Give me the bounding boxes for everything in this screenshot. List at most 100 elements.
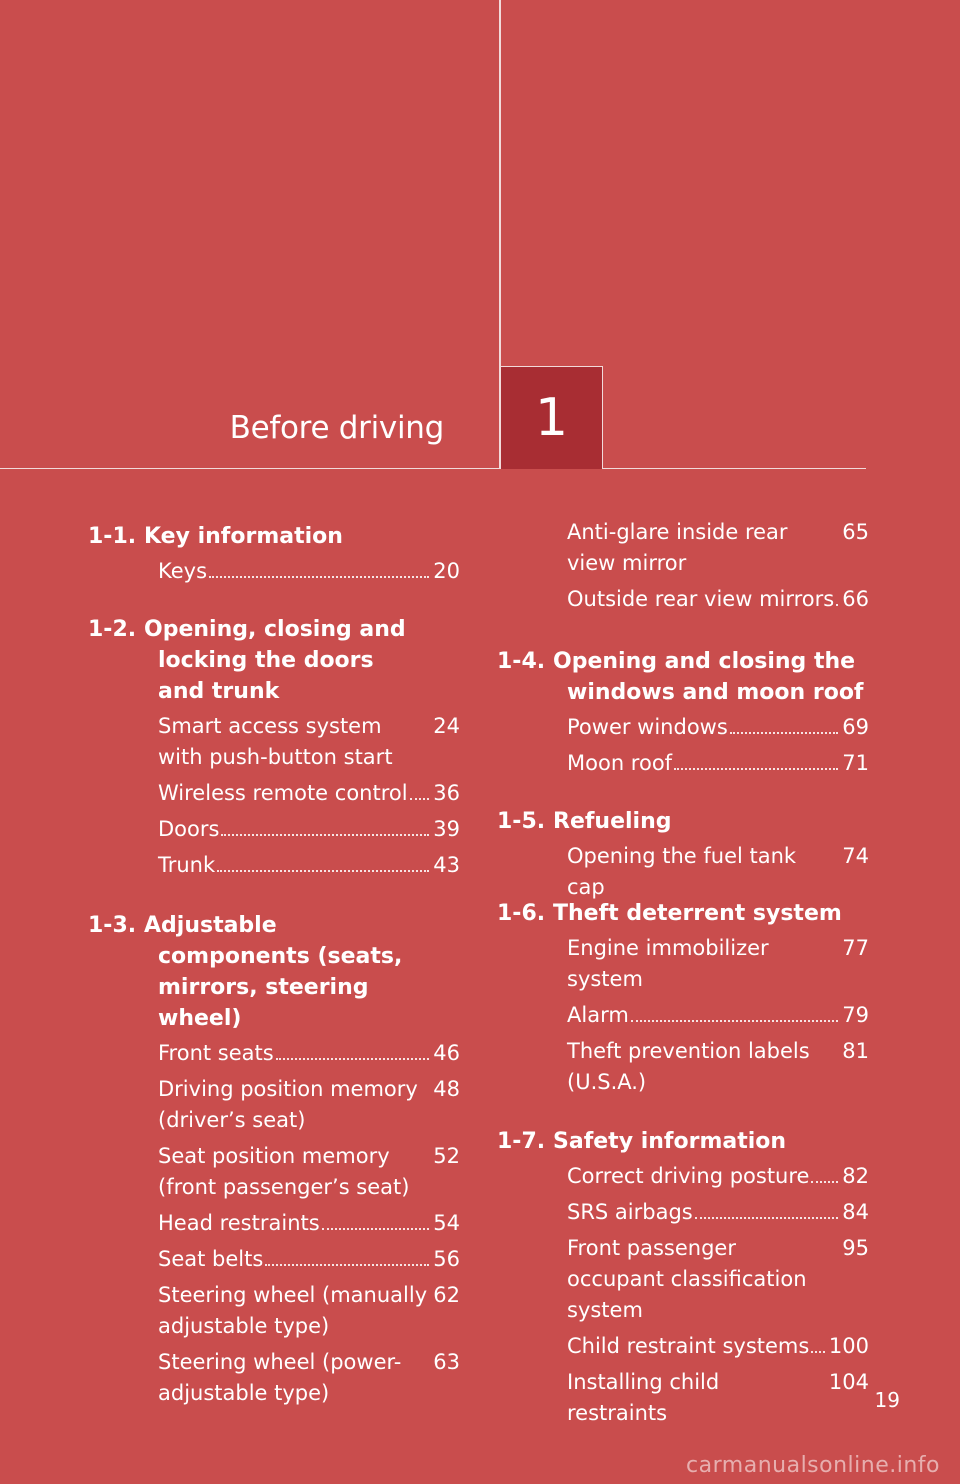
dot-leader <box>321 1228 430 1230</box>
toc-section-1-4: 1-4. Opening and closing the windows and… <box>497 646 869 779</box>
toc-entry[interactable]: Trunk 43 <box>144 850 460 881</box>
entry-page: 24 <box>433 714 460 738</box>
toc-entry[interactable]: Theft prevention labels (U.S.A.) 81 <box>553 1036 869 1098</box>
entry-text: Installing child restraints <box>567 1370 720 1425</box>
toc-entry[interactable]: Front seats 46 <box>144 1038 460 1069</box>
entry-page: 82 <box>842 1164 869 1188</box>
entry-text: Alarm <box>567 1003 629 1027</box>
section-title: Safety information <box>553 1129 787 1154</box>
toc-entry[interactable]: Outside rear view mirrors 66 <box>553 584 869 615</box>
dot-leader <box>265 1264 430 1266</box>
entry-text: Steering wheel (manually adjustable type… <box>158 1283 428 1338</box>
toc-entry[interactable]: Head restraints 54 <box>144 1208 460 1239</box>
section-title: Adjustable components (seats, mirrors, s… <box>144 913 403 1031</box>
dot-leader <box>811 1181 839 1183</box>
section-number: 1-5. <box>497 809 546 834</box>
section-heading: 1-1. Key information <box>88 521 460 552</box>
toc-entry[interactable]: Doors 39 <box>144 814 460 845</box>
entry-page: 65 <box>842 520 869 544</box>
entry-page: 52 <box>433 1144 460 1168</box>
toc-entry[interactable]: Correct driving posture 82 <box>553 1161 869 1192</box>
entry-text: Theft prevention labels (U.S.A.) <box>567 1039 810 1094</box>
toc-entry[interactable]: Alarm 79 <box>553 1000 869 1031</box>
entry-text: Child restraint systems <box>567 1334 810 1358</box>
section-title: Refueling <box>553 809 672 834</box>
dot-leader <box>674 768 839 770</box>
entry-text: Seat position memory (front passenger’s … <box>158 1144 410 1199</box>
section-number: 1-1. <box>88 524 137 549</box>
dot-leader <box>409 798 430 800</box>
toc-entry[interactable]: Front passenger occupant classification … <box>553 1233 869 1326</box>
entry-page: 56 <box>433 1247 460 1271</box>
section-title: Opening, closing and locking the doors a… <box>144 617 406 704</box>
section-heading: 1-5. Refueling <box>497 806 869 837</box>
entry-page: 79 <box>842 1003 869 1027</box>
section-title: Theft deterrent system <box>553 901 842 926</box>
section-heading: 1-2. Opening, closing and locking the do… <box>88 614 460 707</box>
toc-entry[interactable]: SRS airbags 84 <box>553 1197 869 1228</box>
toc-entry[interactable]: Driving position memory (driver’s seat) 4… <box>144 1074 460 1136</box>
entry-page: 77 <box>842 936 869 960</box>
entry-text: Smart access system with push-button sta… <box>158 714 393 769</box>
vertical-divider <box>499 0 501 469</box>
entry-text: Driving position memory (driver’s seat) <box>158 1077 418 1132</box>
toc-section-1-3: 1-3. Adjustable components (seats, mirro… <box>88 910 460 1409</box>
entry-text: Wireless remote control <box>158 781 408 805</box>
entry-page: 43 <box>433 853 460 877</box>
entry-text: Trunk <box>158 853 216 877</box>
entry-page: 81 <box>842 1039 869 1063</box>
entry-page: 46 <box>433 1041 460 1065</box>
watermark: carmanualsonline.info <box>686 1453 940 1478</box>
entry-text: Engine immobilizer system <box>567 936 769 991</box>
dot-leader <box>221 834 430 836</box>
dot-leader <box>630 1020 839 1022</box>
toc-entry[interactable]: Opening the fuel tank cap 74 <box>553 841 869 903</box>
toc-entry[interactable]: Child restraint systems 100 <box>553 1331 869 1362</box>
toc-section-1-2: 1-2. Opening, closing and locking the do… <box>88 614 460 881</box>
entry-text: Doors <box>158 817 220 841</box>
chapter-number: 1 <box>534 388 569 448</box>
toc-entry[interactable]: Keys 20 <box>144 556 460 587</box>
entry-page: 69 <box>842 715 869 739</box>
toc-entry[interactable]: Steering wheel (manually adjustable type… <box>144 1280 460 1342</box>
entry-page: 62 <box>433 1283 460 1307</box>
dot-leader <box>217 870 430 872</box>
entry-text: Anti-glare inside rear view mirror <box>567 520 788 575</box>
entry-text: Steering wheel (power-adjustable type) <box>158 1350 402 1405</box>
section-number: 1-6. <box>497 901 546 926</box>
toc-section-1-7: 1-7. Safety information Correct driving … <box>497 1126 869 1429</box>
section-heading: 1-6. Theft deterrent system <box>497 898 869 929</box>
toc-entry[interactable]: Seat belts 56 <box>144 1244 460 1275</box>
entry-text: SRS airbags <box>567 1200 693 1224</box>
entry-page: 20 <box>433 559 460 583</box>
toc-section-1-5: 1-5. Refueling Opening the fuel tank cap… <box>497 806 869 903</box>
entry-page: 95 <box>842 1236 869 1260</box>
entry-text: Outside rear view mirrors <box>567 587 835 611</box>
dot-leader <box>836 604 839 606</box>
toc-entry[interactable]: Engine immobilizer system 77 <box>553 933 869 995</box>
toc-entry[interactable]: Anti-glare inside rear view mirror 65 <box>553 517 869 579</box>
toc-entry[interactable]: Moon roof 71 <box>553 748 869 779</box>
toc-entry[interactable]: Power windows 69 <box>553 712 869 743</box>
entry-text: Moon roof <box>567 751 673 775</box>
toc-entry[interactable]: Smart access system with push-button sta… <box>144 711 460 773</box>
header-rule <box>0 468 866 469</box>
entry-text: Correct driving posture <box>567 1164 810 1188</box>
entry-text: Keys <box>158 559 208 583</box>
chapter-number-box: 1 <box>500 366 603 469</box>
toc-entry[interactable]: Installing child restraints 104 <box>553 1367 869 1429</box>
section-number: 1-7. <box>497 1129 546 1154</box>
dot-leader <box>811 1351 825 1353</box>
entry-page: 104 <box>828 1370 869 1394</box>
dot-leader <box>729 732 839 734</box>
dot-leader <box>694 1217 839 1219</box>
dot-leader <box>209 576 430 578</box>
toc-entry[interactable]: Steering wheel (power-adjustable type) 63 <box>144 1347 460 1409</box>
toc-entry[interactable]: Wireless remote control 36 <box>144 778 460 809</box>
toc-section-1-1: 1-1. Key information Keys 20 <box>88 521 460 587</box>
toc-entry[interactable]: Seat position memory (front passenger’s … <box>144 1141 460 1203</box>
page-number: 19 <box>874 1388 900 1412</box>
entry-page: 48 <box>433 1077 460 1101</box>
section-number: 1-4. <box>497 649 546 674</box>
entry-page: 74 <box>842 844 869 868</box>
